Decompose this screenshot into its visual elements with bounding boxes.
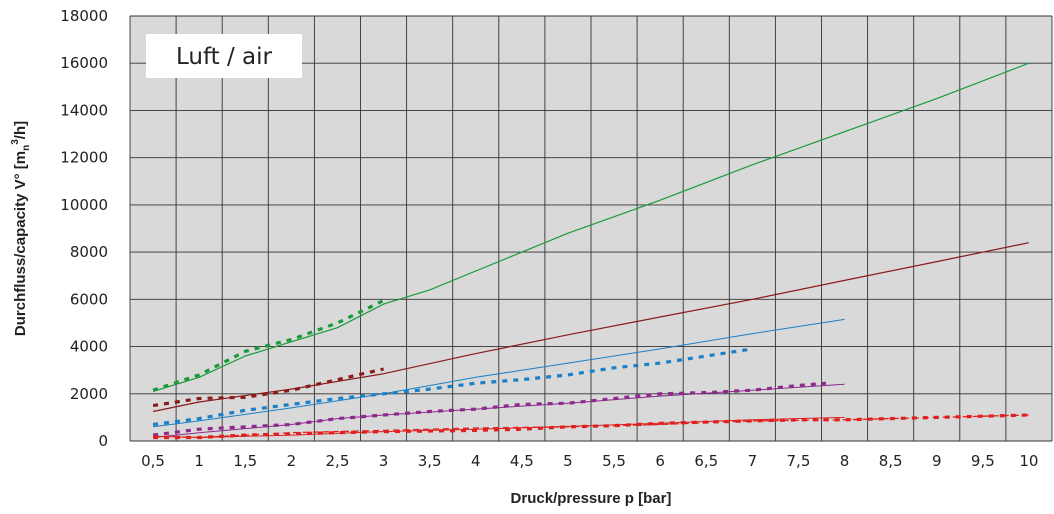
x-tick-label: 1 [194,452,204,470]
x-tick-label: 8 [840,452,850,470]
x-axis-title: Druck/pressure p [bar] [511,490,672,507]
y-tick-label: 4000 [70,338,108,356]
y-tick-label: 8000 [70,243,108,261]
annotation-box [146,34,302,78]
y-axis-title: Durchfluss/capacity V° [mn3/h] [10,121,32,336]
x-tick-label: 4,5 [510,452,534,470]
y-axis-title-superscript: 3 [10,139,21,145]
x-tick-label: 8,5 [879,452,903,470]
series-line [152,299,385,392]
y-tick-label: 18000 [60,7,108,25]
x-tick-label: 7,5 [787,452,811,470]
y-tick-label: 6000 [70,290,108,308]
x-tick-label: 1,5 [233,452,257,470]
y-tick-label: 14000 [60,101,108,119]
x-tick-label: 4 [471,452,481,470]
y-tick-label: 12000 [60,149,108,167]
x-tick-label: 10 [1019,452,1038,470]
series-layer [152,62,1030,440]
x-tick-label: 7 [748,452,758,470]
x-tick-label: 9 [932,452,942,470]
x-tick-label: 6,5 [694,452,718,470]
x-tick-label: 5 [563,452,573,470]
series-line [153,318,845,428]
x-tick-label: 2 [287,452,297,470]
y-axis-title-end: /h] [12,121,29,139]
y-axis-title-main: Durchfluss/capacity V° [m [12,151,29,336]
x-tick-label: 0,5 [141,452,165,470]
x-tick-label: 9,5 [971,452,995,470]
y-tick-label: 16000 [60,54,108,72]
series-line [152,242,1030,413]
x-tick-label: 3 [379,452,389,470]
x-tick-label: 5,5 [602,452,626,470]
x-tick-label: 2,5 [326,452,350,470]
series-line [152,347,753,427]
series-line [153,414,1029,439]
series-line [152,62,1030,392]
grid [129,15,1053,442]
y-axis-ticks: 0 2000 4000 6000 8000 10000 12000 14000 16000 180… [60,7,108,450]
series-line [153,413,1029,440]
x-axis-ticks: 0,5 1 1,5 2 2,5 3 3,5 4 4,5 5 5,5 6 6,5 7 7,5 8 8,5 9 9,5 1… [141,452,1038,470]
y-tick-label: 10000 [60,196,108,214]
y-axis-title-subscript: n [21,145,32,151]
x-tick-label: 3,5 [418,452,442,470]
x-tick-label: 6 [655,452,665,470]
y-tick-label: 2000 [70,385,108,403]
annotation-label: Luft / air [176,44,273,70]
y-tick-label: 0 [98,432,108,450]
